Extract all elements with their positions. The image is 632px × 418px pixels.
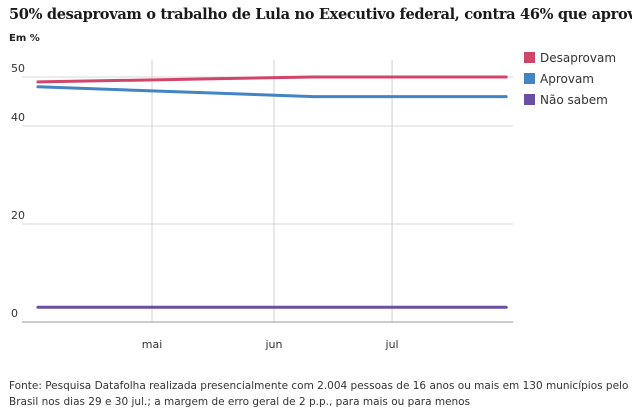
legend-item-nao-sabem[interactable]: Não sabem (524, 89, 616, 110)
source-note: Fonte: Pesquisa Datafolha realizada pres… (9, 380, 629, 408)
y-tick-label: 50 (11, 62, 25, 75)
y-tick-label: 0 (11, 307, 18, 320)
legend-label: Desaprovam (540, 50, 617, 65)
legend: Desaprovam Aprovam Não sabem (524, 47, 616, 110)
legend-swatch (524, 52, 535, 63)
legend-swatch (524, 94, 535, 105)
y-tick-label: 20 (11, 209, 25, 222)
y-tick-label: 40 (11, 111, 25, 124)
x-tick-label: jul (385, 338, 399, 351)
series-line-desaprovam (36, 75, 508, 84)
chart-title: 50% desaprovam o trabalho de Lula no Exe… (9, 6, 632, 23)
legend-item-aprovam[interactable]: Aprovam (524, 68, 616, 89)
line-chart: mai jun jul 0 20 40 50 (11, 60, 513, 351)
x-tick-label: jun (265, 338, 283, 351)
legend-label: Não sabem (540, 92, 608, 107)
legend-label: Aprovam (540, 71, 594, 86)
series-line-aprovam (36, 85, 508, 99)
x-tick-label: mai (142, 338, 163, 351)
legend-item-desaprovam[interactable]: Desaprovam (524, 47, 616, 68)
legend-swatch (524, 73, 535, 84)
unit-label: Em % (9, 33, 40, 44)
